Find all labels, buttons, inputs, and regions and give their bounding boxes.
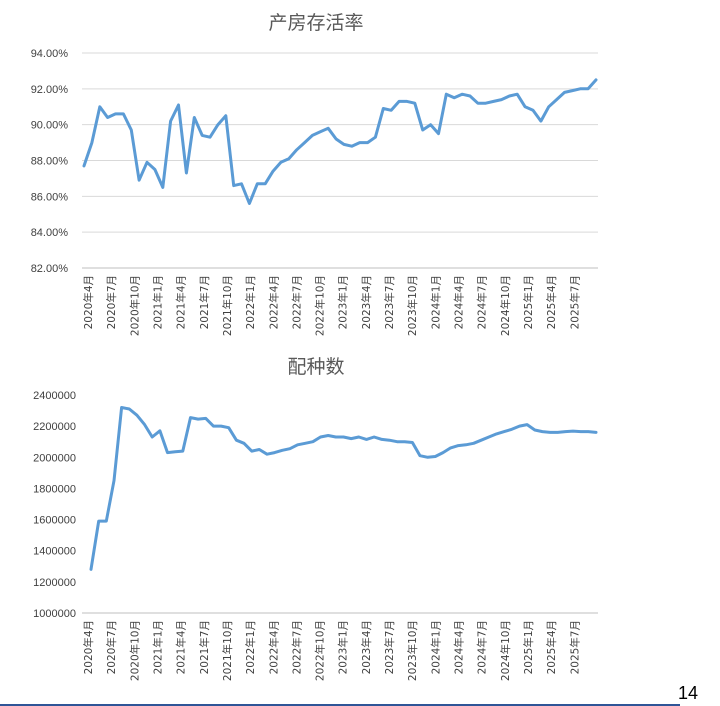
y-tick-label: 94.00% bbox=[31, 48, 69, 60]
x-tick-label: 2022年4月 bbox=[267, 620, 280, 674]
y-tick-label: 1200000 bbox=[33, 577, 76, 589]
x-tick-label: 2022年10月 bbox=[314, 620, 327, 681]
x-tick-label: 2024年10月 bbox=[499, 275, 512, 336]
x-tick-label: 2025年7月 bbox=[568, 275, 581, 329]
x-tick-label: 2021年7月 bbox=[198, 275, 211, 329]
x-tick-label: 2022年7月 bbox=[290, 620, 303, 674]
x-tick-label: 2022年4月 bbox=[267, 275, 280, 329]
page-number: 14 bbox=[677, 683, 698, 703]
x-tick-label: 2022年1月 bbox=[244, 620, 257, 674]
x-tick-label: 2023年4月 bbox=[360, 275, 373, 329]
x-tick-label: 2021年10月 bbox=[221, 620, 234, 681]
y-tick-label: 1600000 bbox=[33, 515, 76, 527]
x-tick-label: 2020年4月 bbox=[82, 275, 95, 329]
x-tick-label: 2025年4月 bbox=[545, 275, 558, 329]
x-tick-label: 2022年1月 bbox=[244, 275, 257, 329]
x-tick-label: 2021年1月 bbox=[151, 275, 164, 329]
chart-title: 配种数 bbox=[287, 356, 344, 378]
y-tick-label: 1000000 bbox=[33, 608, 76, 620]
breeding-count-chart: 配种数 1000000 1200000 1400000 1600000 1800000 2… bbox=[33, 356, 598, 681]
y-tick-label: 88.00% bbox=[31, 156, 69, 168]
x-tick-label: 2025年1月 bbox=[522, 275, 535, 329]
y-tick-label: 1800000 bbox=[33, 483, 76, 495]
x-tick-label: 2023年10月 bbox=[406, 275, 419, 336]
x-tick-label: 2025年7月 bbox=[568, 620, 581, 674]
y-tick-label: 2400000 bbox=[33, 390, 76, 402]
x-tick-label: 2022年10月 bbox=[314, 275, 327, 336]
x-tick-label: 2021年1月 bbox=[151, 620, 164, 674]
footer-bar bbox=[0, 704, 680, 706]
x-tick-label: 2022年7月 bbox=[290, 275, 303, 329]
x-tick-label: 2020年4月 bbox=[82, 620, 95, 674]
y-tick-label: 82.00% bbox=[31, 263, 69, 275]
x-tick-label: 2020年10月 bbox=[128, 275, 141, 336]
x-tick-label: 2023年7月 bbox=[383, 275, 396, 329]
y-tick-label: 84.00% bbox=[31, 227, 69, 239]
x-tick-label: 2024年10月 bbox=[499, 620, 512, 681]
x-tick-label: 2024年1月 bbox=[429, 275, 442, 329]
x-tick-label: 2021年7月 bbox=[198, 620, 211, 674]
y-tick-label: 2000000 bbox=[33, 452, 76, 464]
x-tick-label: 2021年4月 bbox=[175, 275, 188, 329]
x-tick-label: 2025年4月 bbox=[545, 620, 558, 674]
x-tick-label: 2021年4月 bbox=[175, 620, 188, 674]
x-tick-label: 2023年10月 bbox=[406, 620, 419, 681]
y-tick-label: 2200000 bbox=[33, 421, 76, 433]
x-tick-label: 2024年7月 bbox=[476, 275, 489, 329]
chart-title: 产房存活率 bbox=[268, 12, 363, 34]
x-tick-label: 2023年7月 bbox=[383, 620, 396, 674]
series-line bbox=[89, 406, 598, 571]
x-tick-label: 2023年4月 bbox=[360, 620, 373, 674]
x-tick-label: 2025年1月 bbox=[522, 620, 535, 674]
series-line bbox=[82, 78, 598, 205]
x-tick-label: 2020年10月 bbox=[128, 620, 141, 681]
y-tick-label: 86.00% bbox=[31, 191, 69, 203]
x-tick-label: 2024年1月 bbox=[429, 620, 442, 674]
x-tick-label: 2023年1月 bbox=[337, 620, 350, 674]
y-tick-label: 1400000 bbox=[33, 546, 76, 558]
y-tick-label: 90.00% bbox=[31, 120, 69, 132]
survival-rate-chart: 产房存活率 82.00% 84.00% 86.00% 88.00% 90.00% 92.0… bbox=[31, 12, 598, 336]
x-tick-label: 2024年7月 bbox=[476, 620, 489, 674]
x-tick-label: 2023年1月 bbox=[337, 275, 350, 329]
x-tick-label: 2020年7月 bbox=[105, 620, 118, 674]
x-tick-label: 2024年4月 bbox=[453, 275, 466, 329]
y-tick-label: 92.00% bbox=[31, 84, 69, 96]
x-tick-label: 2020年7月 bbox=[105, 275, 118, 329]
x-tick-label: 2021年10月 bbox=[221, 275, 234, 336]
x-tick-label: 2024年4月 bbox=[453, 620, 466, 674]
